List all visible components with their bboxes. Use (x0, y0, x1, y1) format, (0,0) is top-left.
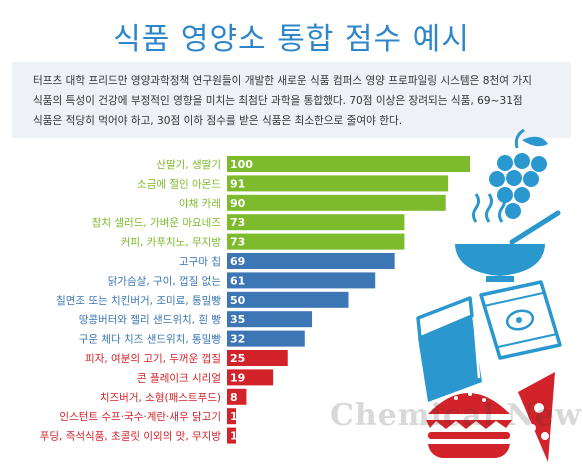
bar-value-label-0: 100 (230, 158, 253, 171)
category-label-6: 닭가슴살, 구이, 껍질 없는 (108, 274, 222, 287)
category-label-3: 참치 샐러드, 가벼운 마요네즈 (92, 217, 222, 229)
category-label-7: 칠면조 또는 치킨버거, 조미료, 통밀빵 (56, 295, 221, 307)
soup-bowl-icon (455, 193, 561, 282)
bar-1 (227, 175, 449, 192)
pizza-slice-icon (518, 372, 555, 462)
bar-2 (227, 194, 446, 211)
bar-value-label-13: 1 (230, 410, 238, 423)
bar-value-label-5: 69 (230, 255, 245, 268)
bar-7 (227, 291, 349, 308)
burger-icon (426, 392, 512, 458)
category-label-8: 땅콩버터와 젤리 샌드위치, 흰 빵 (79, 313, 222, 326)
bar-value-label-7: 50 (230, 294, 246, 307)
bar-14 (227, 427, 236, 444)
category-label-14: 푸딩, 즉석식품, 초콜릿 이외의 맛, 무지방 (40, 431, 222, 443)
bar-value-label-1: 91 (230, 177, 245, 190)
bar-13 (227, 408, 236, 425)
bar-value-label-10: 25 (230, 352, 245, 365)
bar-6 (227, 272, 376, 289)
bar-9 (227, 330, 305, 347)
bar-value-label-3: 73 (230, 216, 245, 229)
category-label-12: 치즈버거, 소형(패스트푸드) (100, 392, 221, 404)
bar-5 (227, 253, 395, 269)
category-label-10: 피자, 여분의 고기, 두꺼운 껍질 (85, 353, 221, 365)
bar-value-label-8: 35 (230, 313, 245, 326)
bar-value-label-11: 19 (230, 371, 245, 384)
bar-11 (227, 369, 274, 386)
bar-8 (227, 311, 313, 328)
bar-value-label-2: 90 (230, 197, 246, 210)
sandwich-icon (416, 296, 482, 402)
bar-value-label-6: 61 (230, 274, 245, 287)
watermark: Chemical News (330, 398, 583, 433)
category-label-5: 고구마 칩 (179, 256, 221, 268)
category-label-9: 구운 체다 치즈 샌드위치, 통밀빵 (79, 333, 222, 346)
bar-4 (227, 233, 405, 250)
description-line: 식품의 특성이 건강에 부정적인 영향을 미치는 최첨단 과학을 통합했다. 7… (33, 95, 523, 107)
chips-bag-icon (479, 280, 562, 360)
page-title: 식품 영양소 통합 점수 예시 (113, 22, 470, 57)
bar-value-label-4: 73 (230, 236, 245, 249)
bar-10 (227, 350, 288, 366)
bar-value-label-12: 8 (230, 391, 238, 404)
category-label-0: 산딸기, 생딸기 (156, 159, 221, 171)
category-label-1: 소금에 절인 아몬드 (137, 177, 221, 190)
category-label-11: 콘 플레이크 시리얼 (137, 372, 221, 384)
bar-value-label-14: 1 (230, 430, 238, 443)
category-label-13: 인스턴트 수프·국수·계란·새우 닭고기 (59, 411, 221, 423)
grapes-icon (489, 128, 548, 219)
description-line: 식품은 적당히 먹어야 하고, 30점 이하 점수를 받은 식품은 최소한으로 … (33, 115, 403, 127)
bar-3 (227, 214, 405, 231)
category-label-2: 야채 카레 (179, 197, 221, 210)
category-label-4: 커피, 카푸치노, 무지방 (121, 237, 222, 249)
bar-value-label-9: 32 (230, 333, 245, 346)
description-line: 터프츠 대학 프리드만 영양과학정책 연구원들이 개발한 새로운 식품 컴퍼스 … (33, 75, 532, 87)
bar-0 (227, 156, 470, 172)
description-box: 터프츠 대학 프리드만 영양과학정책 연구원들이 개발한 새로운 식품 컴퍼스 … (12, 62, 571, 138)
bar-12 (227, 388, 247, 405)
